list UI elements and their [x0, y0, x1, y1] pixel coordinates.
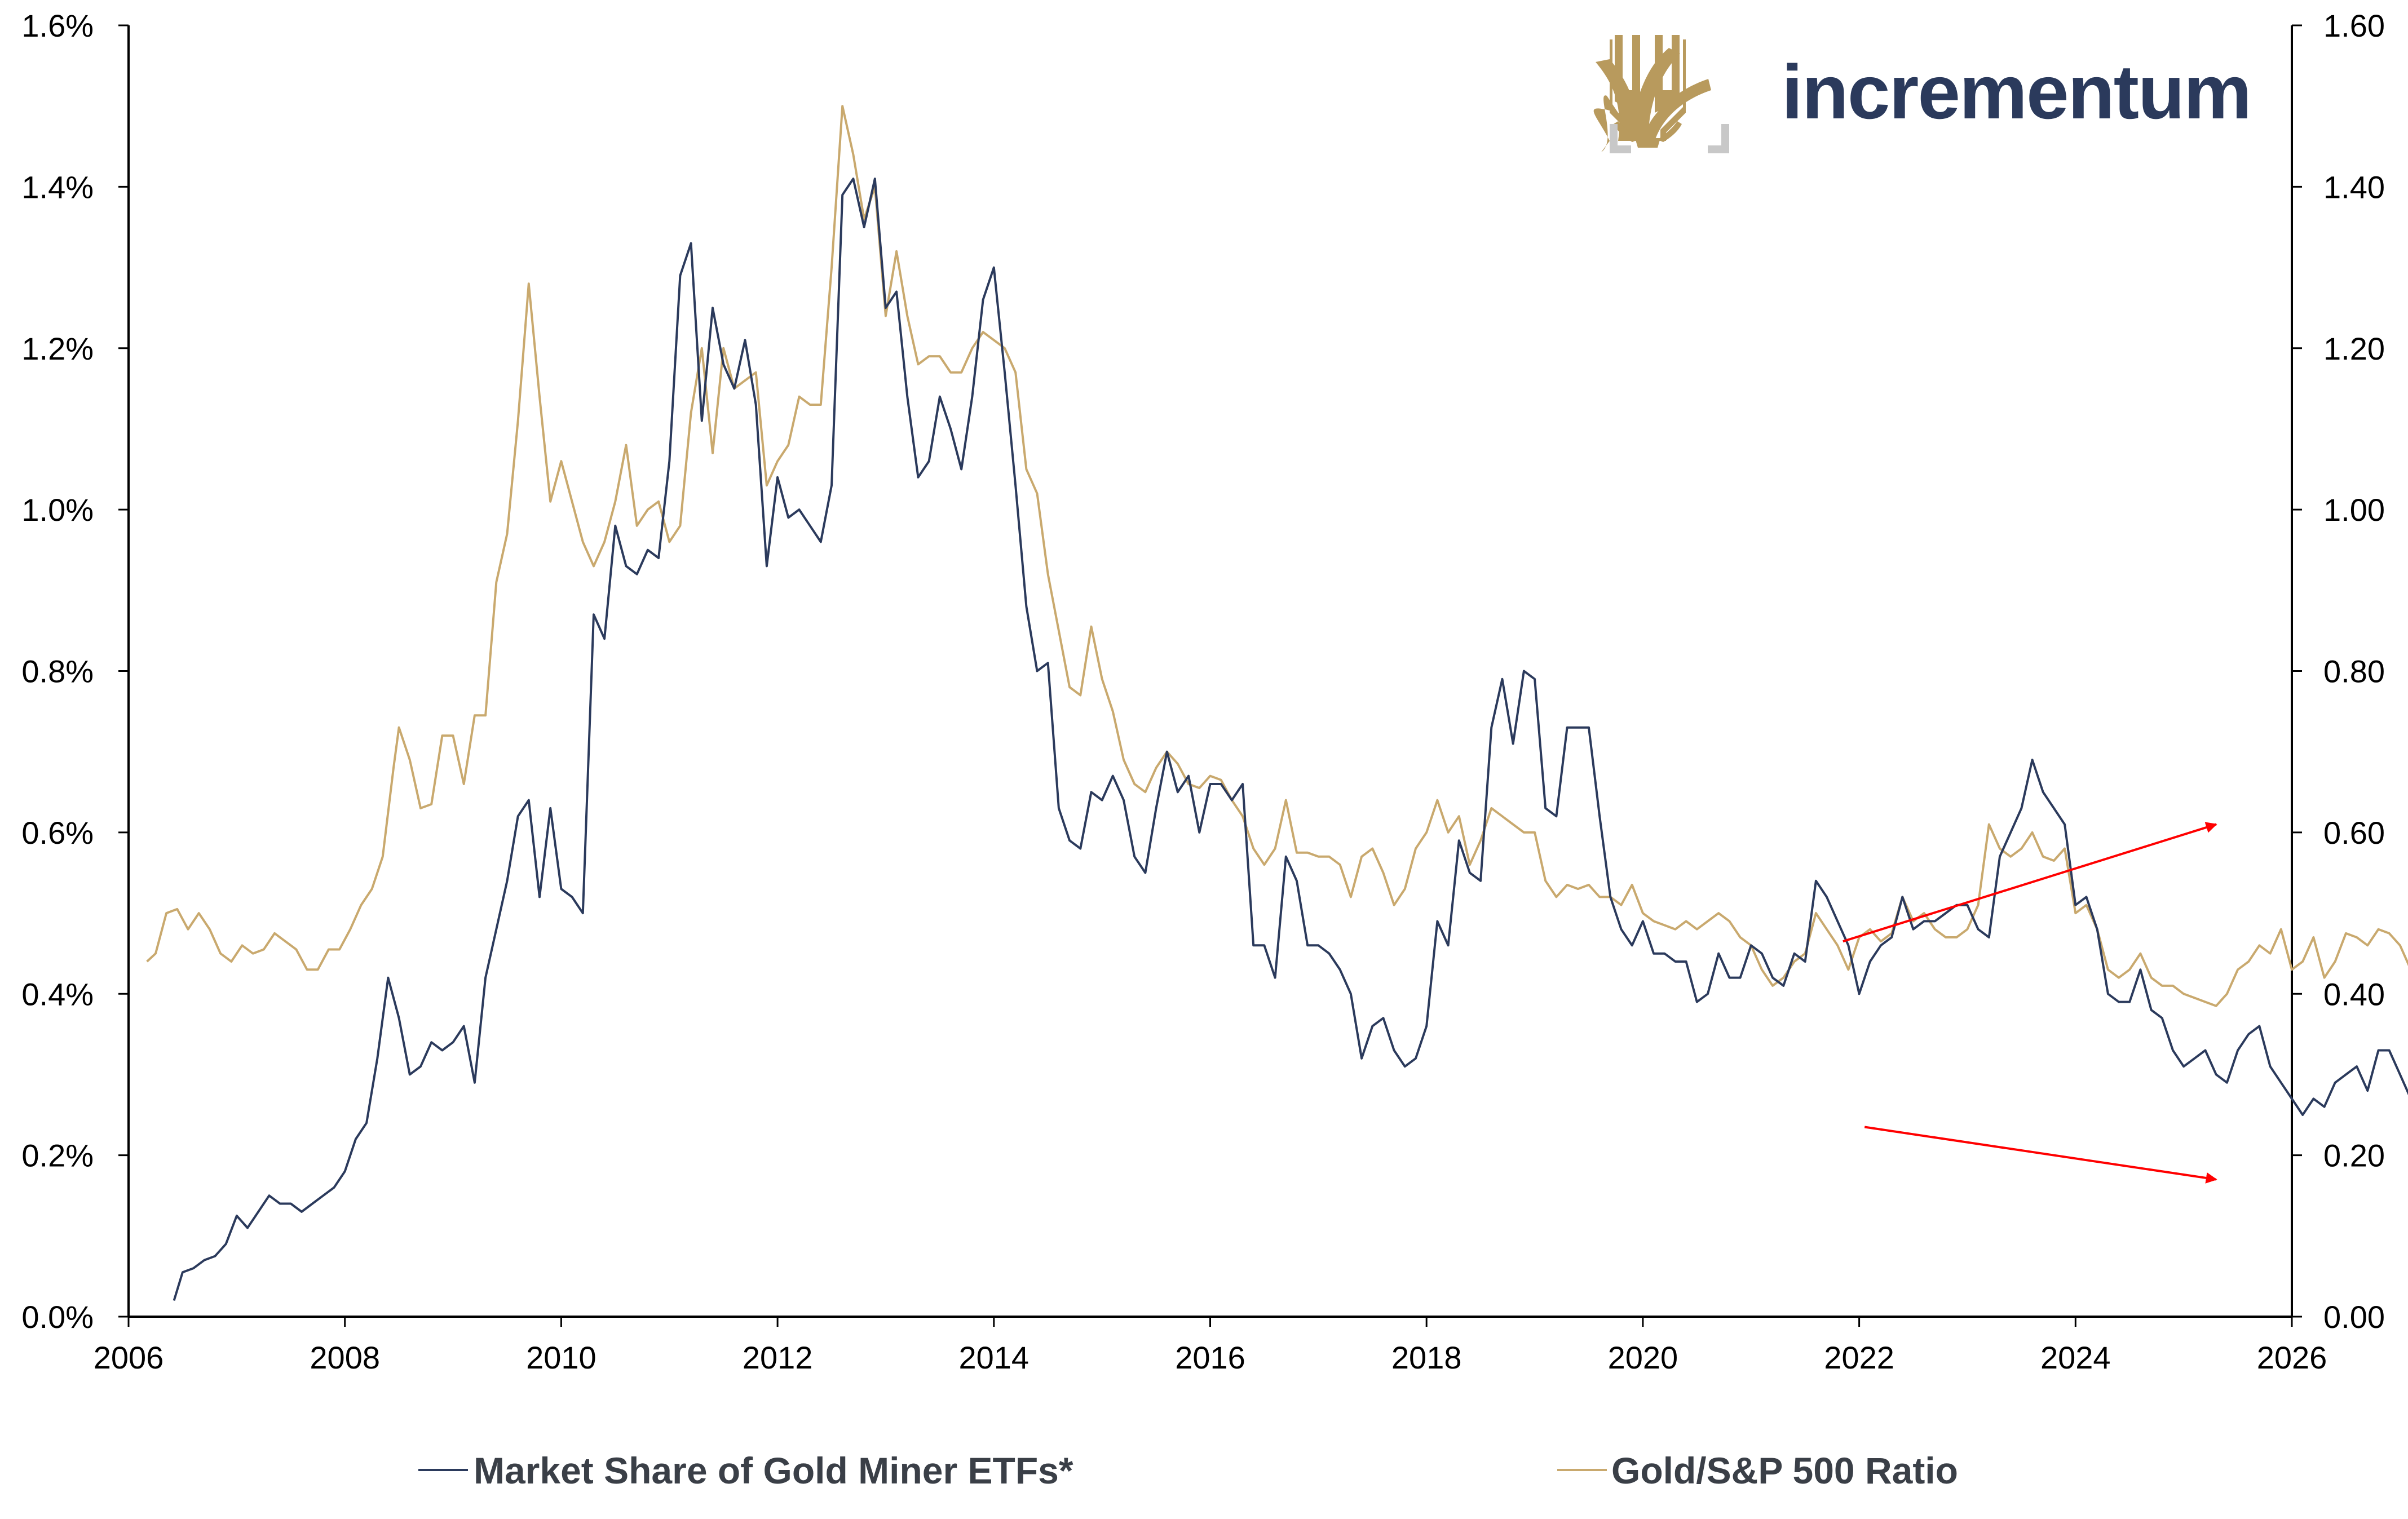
x-tick-label: 2026	[2257, 1340, 2327, 1375]
y-left-tick-label: 1.6%	[21, 8, 94, 43]
y-left-tick-label: 1.0%	[21, 492, 94, 528]
trend-arrow-up	[1843, 822, 2217, 943]
y-left-tick-label: 0.6%	[21, 815, 94, 851]
y-right-tick-label: 1.20	[2323, 331, 2385, 366]
x-tick-label: 2020	[1608, 1340, 1678, 1375]
incrementum-logo: incrementum	[1593, 35, 2252, 153]
x-tick-label: 2022	[1824, 1340, 1894, 1375]
y-left-ticks: 0.0% 0.2% 0.4% 0.6% 0.8% 1.0% 1.2% 1.4% 1.6%	[21, 8, 129, 1335]
legend-label-gold-sp500: Gold/S&P 500 Ratio	[1611, 1450, 1958, 1491]
legend-label-market-share: Market Share of Gold Miner ETFs*	[474, 1450, 1073, 1491]
y-right-tick-label: 1.00	[2323, 492, 2385, 528]
y-left-tick-label: 0.0%	[21, 1299, 94, 1335]
x-ticks: 2006 2008 2010 2012 2014 2016 2018 2020 2022 2024…	[94, 1317, 2327, 1375]
legend: Market Share of Gold Miner ETFs* Gold/S&…	[418, 1450, 1958, 1491]
y-left-tick-label: 1.2%	[21, 331, 94, 366]
y-left-tick-label: 1.4%	[21, 169, 94, 205]
y-right-tick-label: 0.00	[2323, 1299, 2385, 1335]
x-tick-label: 2010	[526, 1340, 597, 1375]
logo-bracket-icon	[1610, 124, 1729, 153]
y-left-tick-label: 0.4%	[21, 976, 94, 1012]
x-tick-label: 2006	[94, 1340, 164, 1375]
x-tick-label: 2016	[1175, 1340, 1245, 1375]
y-right-tick-label: 0.80	[2323, 654, 2385, 689]
series-line-gold-sp500	[146, 105, 2408, 1007]
series-line-market-share	[173, 178, 2408, 1301]
y-right-tick-label: 1.40	[2323, 169, 2385, 205]
y-right-ticks: 0.00 0.20 0.40 0.60 0.80 1.00 1.20 1.40 1.60	[2292, 8, 2385, 1335]
y-right-tick-label: 0.60	[2323, 815, 2385, 851]
y-left-tick-label: 0.2%	[21, 1138, 94, 1173]
y-right-tick-label: 0.20	[2323, 1138, 2385, 1173]
x-tick-label: 2008	[310, 1340, 380, 1375]
trend-arrow-down	[1864, 1126, 2217, 1184]
y-left-tick-label: 0.8%	[21, 654, 94, 689]
annotations	[1843, 822, 2217, 1184]
logo-wordmark: incrementum	[1782, 49, 2251, 135]
tree-icon	[1593, 35, 1711, 152]
x-tick-label: 2014	[959, 1340, 1030, 1375]
x-tick-label: 2024	[2040, 1340, 2111, 1375]
series-lines	[146, 105, 2408, 1301]
y-right-tick-label: 0.40	[2323, 976, 2385, 1012]
y-right-tick-label: 1.60	[2323, 8, 2385, 43]
axes	[127, 25, 2293, 1318]
x-tick-label: 2012	[743, 1340, 813, 1375]
x-tick-label: 2018	[1391, 1340, 1462, 1375]
